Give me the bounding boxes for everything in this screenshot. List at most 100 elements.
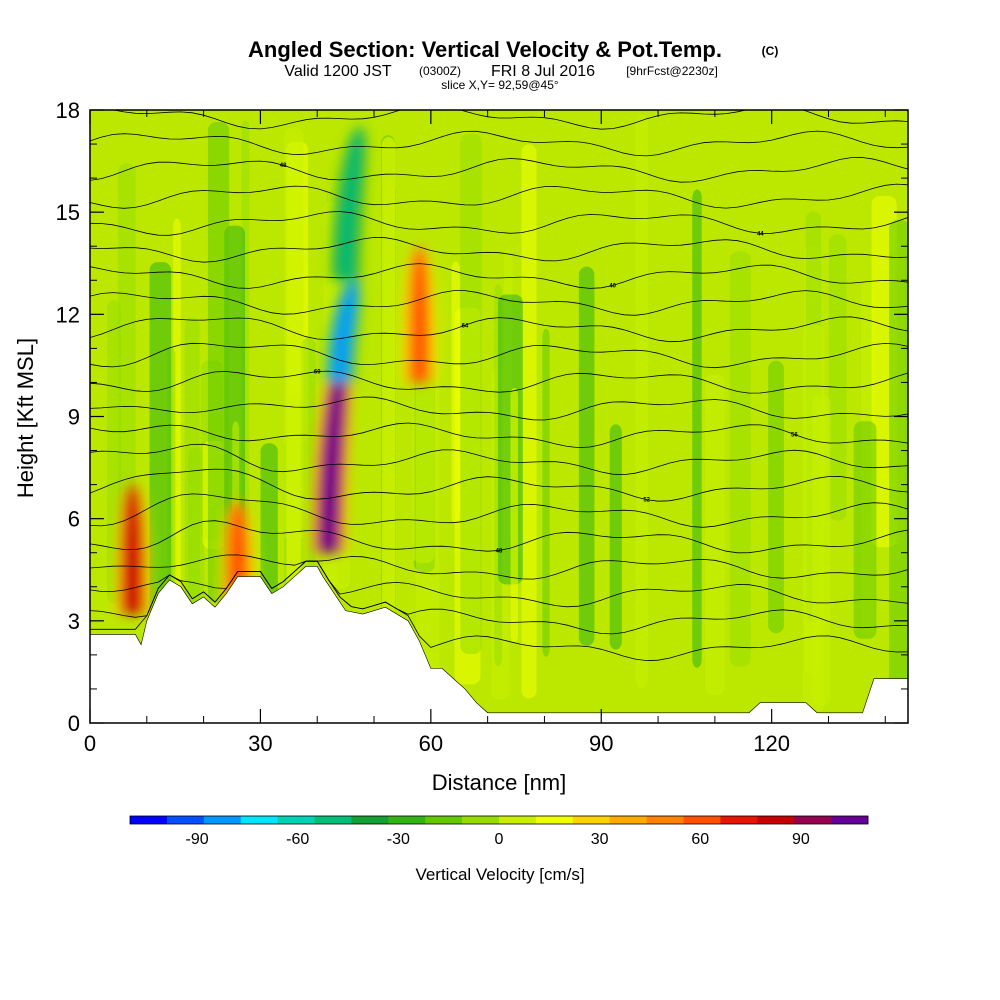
velocity-stripe: [729, 251, 751, 667]
colorbar-swatch: [757, 816, 795, 824]
theta-contour: [90, 554, 908, 580]
forecast-info: [9hrFcst@2230z]: [626, 64, 718, 78]
x-axis-title: Distance [nm]: [432, 770, 567, 795]
theta-contour: [90, 560, 908, 608]
contour-label: 44: [757, 231, 764, 237]
colorbar-swatch: [166, 816, 205, 824]
valid-date: FRI 8 Jul 2016: [491, 63, 595, 80]
updraft-core: [318, 348, 347, 553]
contour-label: 56: [791, 432, 798, 438]
velocity-stripe: [853, 421, 877, 639]
theta-contour: [90, 370, 908, 394]
velocity-stripe: [521, 144, 537, 699]
theta-contour: [90, 468, 908, 502]
colorbar-swatch: [314, 816, 352, 824]
velocity-stripe: [451, 261, 460, 525]
theta-contour: [90, 316, 908, 343]
contour-label: 40: [609, 283, 616, 289]
colorbar-title: Vertical Velocity [cm/s]: [415, 865, 584, 884]
contour-label: 52: [643, 498, 650, 504]
updraft-core: [409, 246, 430, 383]
downdraft-core: [336, 127, 363, 281]
theta-contour: [90, 520, 908, 554]
velocity-stripe: [224, 225, 246, 581]
velocity-stripe: [118, 163, 136, 554]
colorbar-swatch: [535, 816, 574, 824]
velocity-features: [115, 127, 437, 615]
velocity-stripe: [609, 424, 622, 650]
colorbar-swatch: [240, 816, 278, 824]
x-tick-label: 60: [419, 731, 443, 756]
colorbar-swatch: [794, 816, 832, 824]
colorbar-tick-label: -60: [286, 831, 309, 848]
potential-temperature-contours: [90, 110, 908, 662]
velocity-stripe: [692, 189, 702, 668]
theta-contour: [90, 157, 908, 183]
slice-info: slice X,Y= 92,59@45°: [441, 78, 559, 92]
contour-label: 48: [280, 163, 287, 169]
contour-label: 60: [314, 370, 321, 376]
title-tag: (C): [762, 44, 779, 58]
colorbar-swatch: [351, 816, 389, 824]
theta-contour: [90, 236, 908, 263]
velocity-stripe: [381, 137, 396, 691]
colorbar-tick-label: 60: [691, 831, 709, 848]
theta-contour: [90, 211, 908, 236]
y-tick-label: 6: [68, 507, 80, 532]
colorbar-swatch: [388, 816, 426, 824]
x-tick-label: 120: [753, 731, 790, 756]
colorbar-tick-label: -30: [387, 831, 410, 848]
y-tick-label: 12: [56, 302, 80, 327]
valid-utc: (0300Z): [419, 64, 461, 78]
velocity-stripe: [635, 114, 649, 689]
colorbar-swatch: [609, 816, 647, 824]
x-tick-label: 90: [589, 731, 613, 756]
y-tick-label: 18: [56, 98, 80, 123]
colorbar-swatch: [203, 816, 241, 824]
theta-contour: [90, 183, 908, 209]
theta-contour: [90, 130, 908, 157]
contour-label: 52: [427, 102, 434, 108]
velocity-stripe: [768, 360, 784, 634]
velocity-stripe: [184, 317, 200, 678]
y-tick-label: 0: [68, 711, 80, 736]
y-axis-title: Height [Kft MSL]: [13, 338, 38, 498]
colorbar-swatch: [831, 816, 869, 824]
velocity-stripe: [207, 122, 230, 603]
colorbar-swatch: [499, 816, 537, 824]
colorbar-tick-label: 90: [792, 831, 810, 848]
contour-labels: 48 52 56 60 64 40 44 48 52: [280, 102, 799, 554]
x-tick-label: 30: [248, 731, 272, 756]
colorbar-swatch: [277, 816, 315, 824]
velocity-stripe: [578, 266, 595, 646]
colorbar-swatch: [683, 816, 721, 824]
downdraft-core: [331, 280, 357, 383]
colorbar-tick-label: 30: [591, 831, 609, 848]
theta-contour: [111, 110, 908, 130]
velocity-stripe: [704, 374, 725, 696]
colorbar-swatch: [130, 816, 168, 824]
theta-contour: [90, 443, 908, 476]
terrain: [90, 566, 908, 723]
theta-contour: [90, 342, 908, 369]
theta-contour: [90, 422, 908, 449]
theta-contour: [90, 290, 908, 316]
x-tick-label: 0: [84, 731, 96, 756]
colorbar-swatch: [572, 816, 610, 824]
colorbar-tick-label: 0: [495, 831, 504, 848]
velocity-stripe: [415, 333, 440, 687]
velocity-stripe: [460, 133, 482, 654]
colorbar-tick-label: -90: [186, 831, 209, 848]
velocity-stripe: [828, 234, 847, 521]
velocity-stripe: [812, 395, 831, 706]
contour-label: 48: [496, 548, 503, 554]
theta-contour: [90, 263, 908, 289]
velocity-stripe: [284, 127, 304, 542]
velocity-stripe: [149, 262, 172, 630]
velocity-stripe: [510, 387, 519, 644]
colorbar-swatch: [425, 816, 463, 824]
plot-area: 48 52 56 60 64 40 44 48 52: [90, 102, 908, 723]
y-tick-label: 9: [68, 405, 80, 430]
y-tick-label: 3: [68, 609, 80, 634]
theta-contour: [90, 396, 908, 421]
